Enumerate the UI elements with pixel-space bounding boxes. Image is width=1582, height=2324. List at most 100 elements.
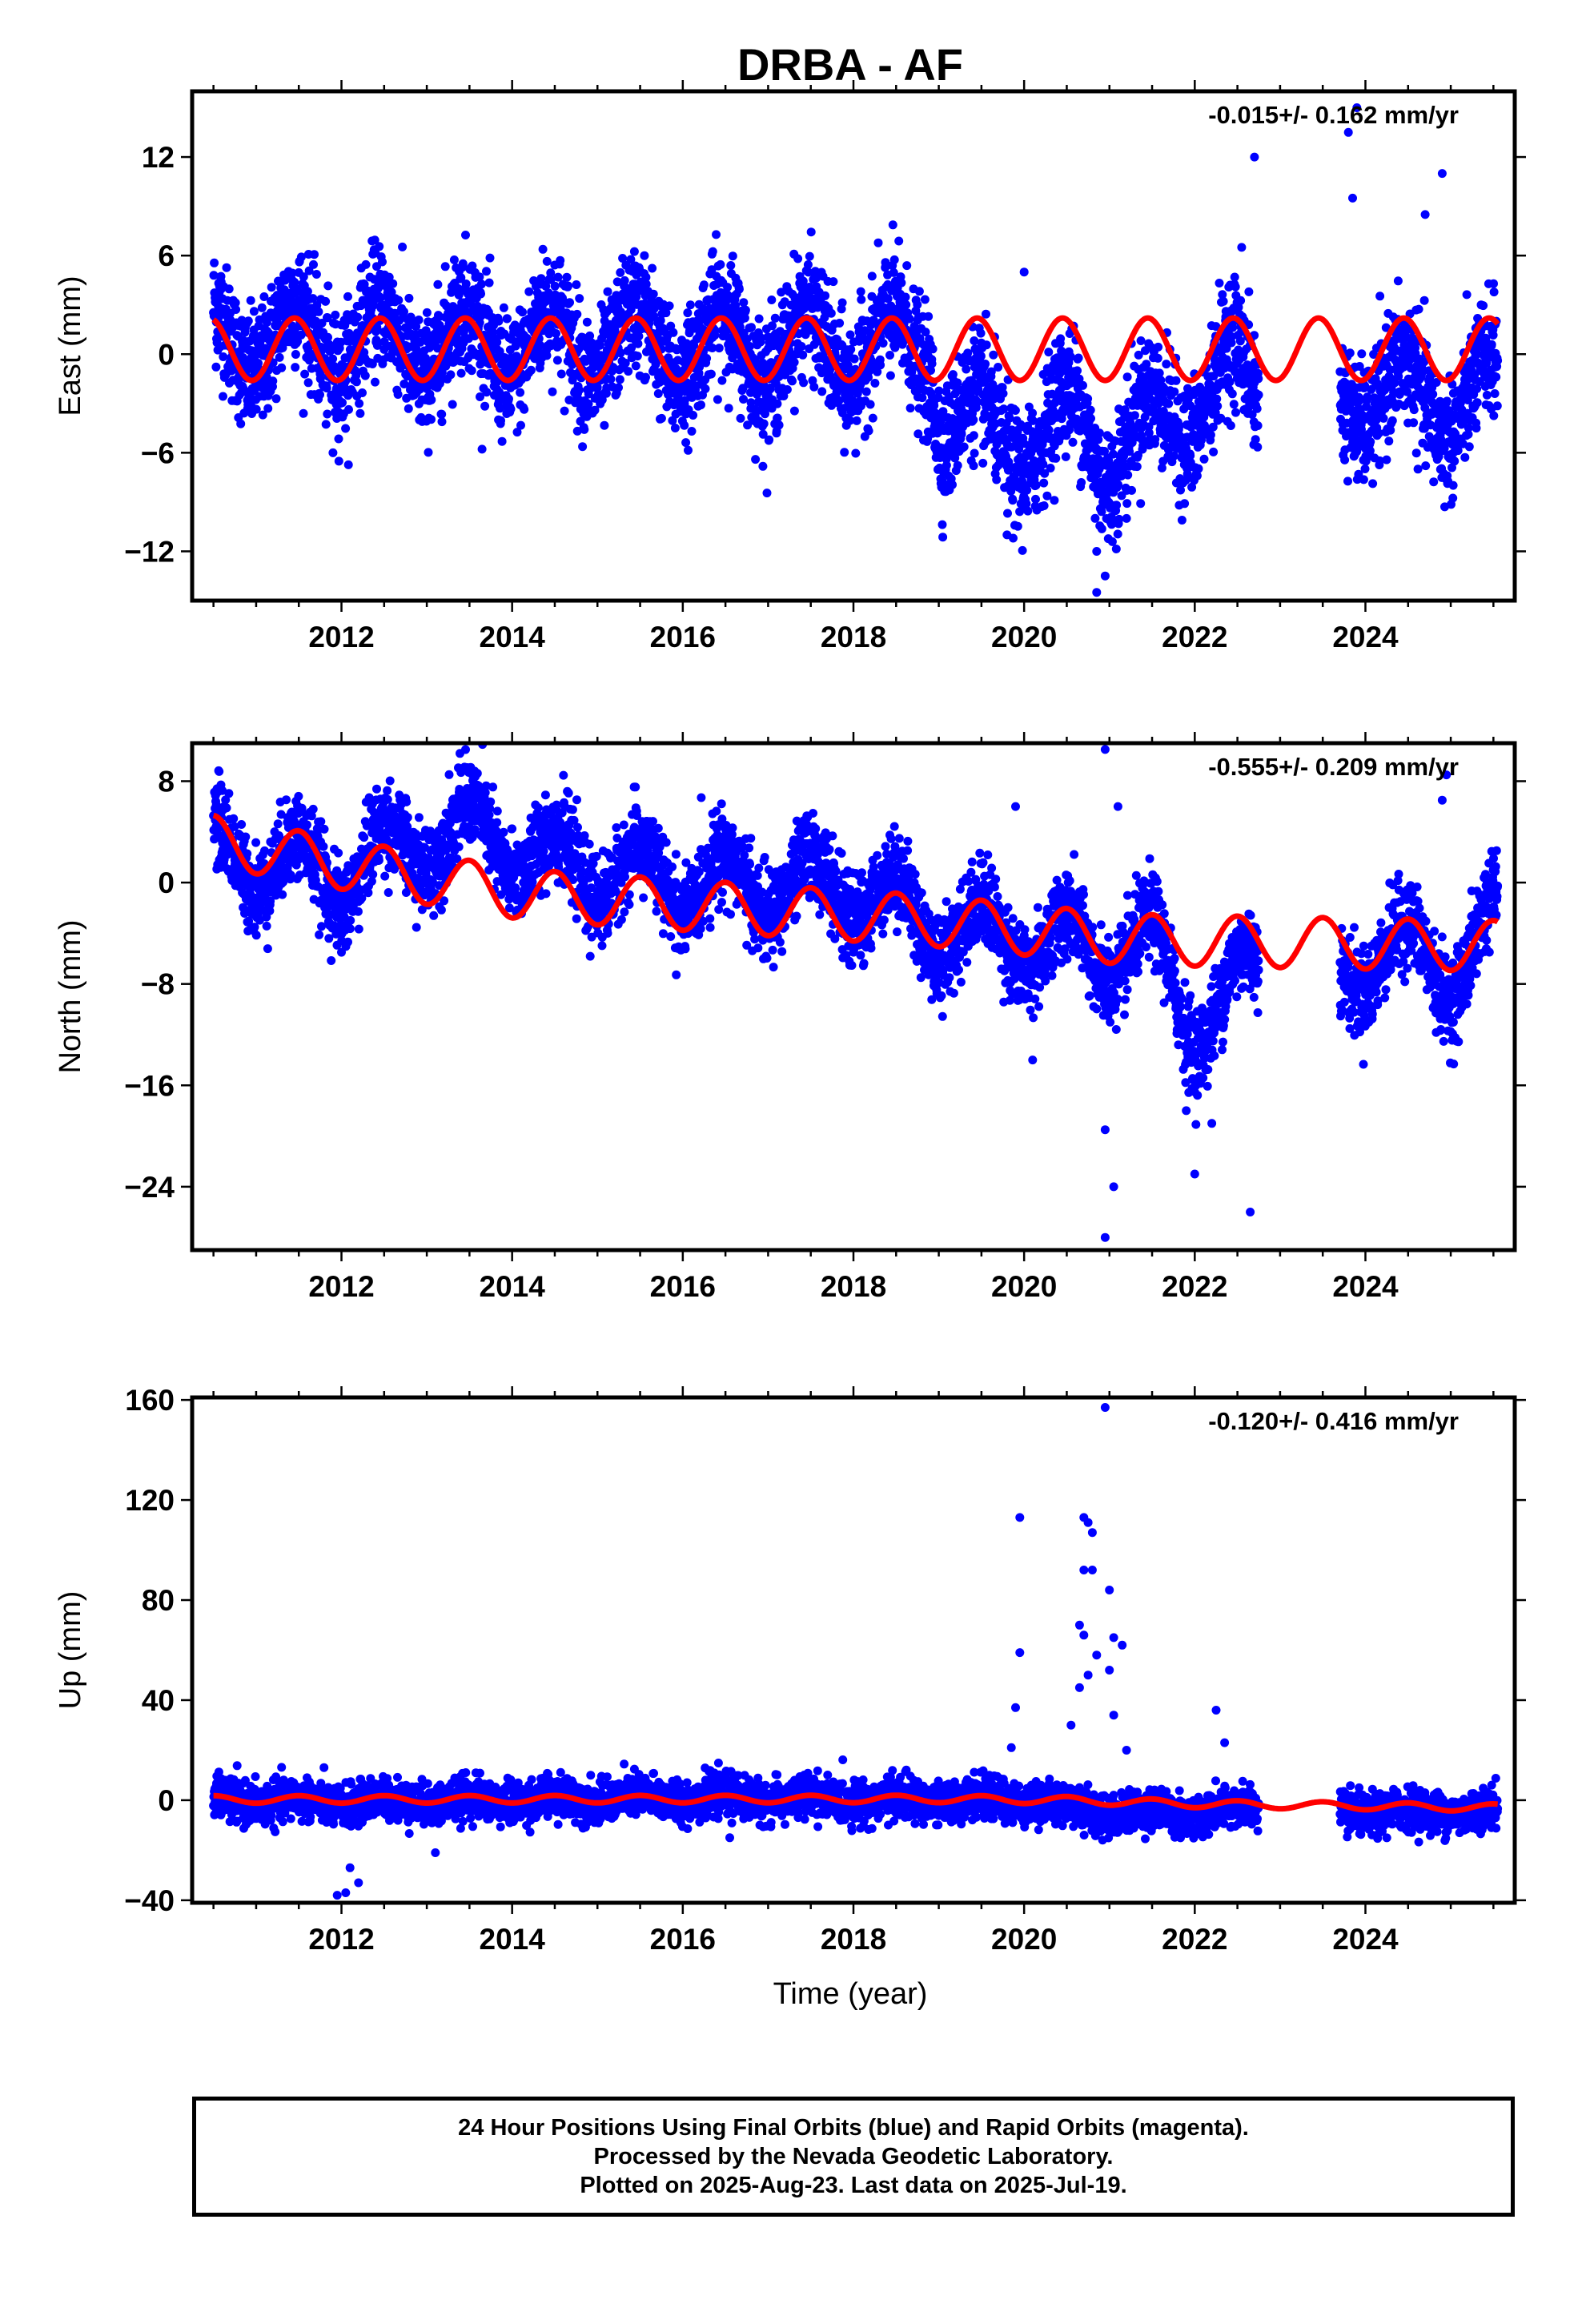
east-data-point	[299, 272, 308, 282]
east-data-point	[1038, 460, 1048, 469]
east-data-point	[351, 377, 361, 387]
east-data-point	[1230, 272, 1239, 282]
east-data-point	[708, 247, 717, 256]
east-data-point	[687, 427, 697, 436]
east-data-point	[427, 395, 436, 404]
east-data-point	[404, 293, 414, 303]
east-data-point	[1231, 408, 1240, 417]
east-data-point	[219, 352, 228, 361]
east-data-point	[746, 398, 756, 408]
east-data-point	[683, 308, 693, 318]
east-data-point	[467, 366, 476, 376]
east-data-point	[928, 344, 938, 354]
east-data-point	[681, 438, 691, 448]
east-x-tick-label: 2022	[1162, 621, 1227, 653]
north-data-point	[215, 766, 224, 776]
east-data-point	[1136, 499, 1146, 509]
east-data-point	[1051, 453, 1061, 463]
east-data-point	[1039, 501, 1049, 510]
east-data-point	[762, 489, 772, 498]
east-data-point	[300, 369, 310, 379]
east-data-point	[616, 348, 625, 358]
east-data-point	[976, 352, 986, 361]
east-data-point	[476, 289, 485, 299]
east-data-point	[384, 272, 394, 282]
east-data-point	[353, 312, 363, 322]
east-data-point	[631, 361, 640, 371]
east-data-point	[516, 420, 525, 430]
east-data-point	[552, 356, 562, 365]
east-x-tick-label: 2018	[821, 621, 886, 653]
east-data-point	[315, 390, 324, 400]
east-data-point	[806, 227, 816, 237]
east-data-point	[321, 420, 331, 429]
east-data-point	[632, 352, 642, 361]
east-data-point	[359, 279, 369, 289]
east-data-point	[1340, 455, 1350, 464]
east-data-point	[536, 340, 545, 350]
east-data-point	[826, 308, 836, 318]
east-data-point	[739, 395, 748, 404]
east-data-point	[1170, 387, 1179, 396]
east-data-point	[461, 279, 471, 288]
east-data-point	[701, 384, 710, 393]
east-data-point	[1251, 435, 1260, 444]
east-outlier-point	[1092, 547, 1102, 556]
east-data-point	[992, 475, 1002, 485]
east-data-point	[1123, 470, 1133, 480]
east-data-point	[612, 277, 622, 287]
east-data-point	[291, 363, 300, 372]
east-data-point	[476, 360, 485, 369]
east-data-point	[311, 270, 321, 279]
east-data-point	[1231, 282, 1240, 292]
east-data-point	[560, 406, 569, 416]
east-data-point	[1086, 405, 1095, 415]
east-data-point	[258, 410, 267, 420]
east-data-point	[564, 281, 573, 291]
east-data-point	[699, 280, 709, 290]
east-data-point	[243, 316, 253, 326]
east-data-point	[575, 294, 584, 304]
east-data-point	[1086, 414, 1095, 423]
east-data-point	[1254, 390, 1263, 400]
east-data-point	[580, 424, 589, 434]
east-data-point	[905, 404, 915, 413]
east-data-point	[1039, 478, 1049, 488]
east-data-point	[731, 300, 741, 310]
east-y-tick-label: −6	[141, 436, 175, 469]
east-data-point	[669, 328, 678, 337]
east-outlier-point	[1420, 210, 1430, 219]
east-data-point	[616, 267, 625, 277]
east-data-point	[717, 376, 727, 385]
east-data-point	[268, 376, 278, 386]
east-data-point	[770, 313, 780, 323]
east-data-point	[889, 255, 899, 264]
east-data-point	[1229, 400, 1239, 409]
east-data-point	[1056, 334, 1066, 344]
east-data-point	[754, 314, 764, 324]
east-data-point	[969, 415, 978, 424]
east-data-point	[989, 350, 998, 360]
east-data-point	[516, 388, 525, 397]
east-data-point	[620, 275, 629, 285]
east-data-point	[1022, 499, 1031, 509]
east-data-point	[641, 372, 650, 382]
east-data-point	[614, 383, 623, 392]
east-data-point	[314, 307, 323, 316]
east-data-point	[379, 337, 389, 347]
east-data-point	[633, 339, 643, 348]
east-data-point	[512, 428, 522, 437]
east-data-point	[328, 354, 338, 364]
east-data-point	[251, 404, 261, 414]
east-data-point	[480, 401, 490, 411]
east-data-point	[1074, 353, 1083, 363]
east-data-point	[1111, 545, 1121, 553]
east-data-point	[1345, 348, 1355, 358]
east-data-point	[331, 310, 340, 320]
east-data-point	[1044, 348, 1054, 357]
east-data-point	[592, 383, 602, 392]
east-x-tick-label: 2020	[991, 621, 1057, 653]
east-data-point	[629, 247, 639, 256]
east-data-point	[876, 360, 885, 370]
east-data-point	[393, 390, 403, 399]
